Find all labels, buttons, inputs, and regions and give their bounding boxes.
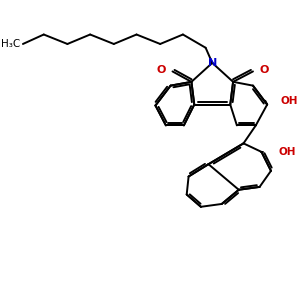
Text: N: N <box>208 58 217 68</box>
Text: O: O <box>260 65 269 76</box>
Text: O: O <box>157 65 166 76</box>
Text: OH: OH <box>278 147 296 157</box>
Text: H₃C: H₃C <box>1 39 20 49</box>
Text: OH: OH <box>280 96 298 106</box>
